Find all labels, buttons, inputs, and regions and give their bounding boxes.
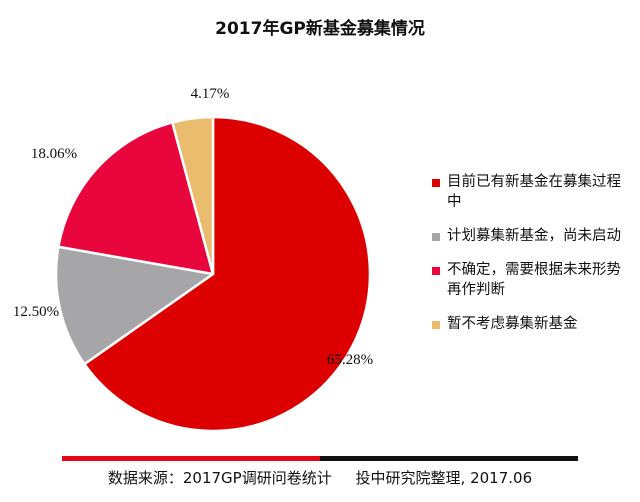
legend-label: 目前已有新基金在募集过程中 — [447, 174, 621, 210]
legend-item-planned: 计划募集新基金，尚未启动 — [432, 226, 632, 246]
legend-swatch — [432, 233, 440, 241]
pie-slice-planned — [54, 245, 215, 366]
pie-slice-uncertain — [57, 121, 215, 276]
legend-swatch — [432, 267, 440, 275]
legend-swatch — [432, 179, 440, 187]
legend: 目前已有新基金在募集过程中 计划募集新基金，尚未启动 不确定，需要根据未来形势再… — [432, 172, 632, 348]
legend-item-not-considering: 暂不考虑募集新基金 — [432, 314, 632, 334]
pie-slice-in-progress — [83, 115, 372, 433]
legend-label: 暂不考虑募集新基金 — [447, 316, 578, 332]
slice-percent-label: 12.50% — [13, 304, 59, 320]
legend-item-in-progress: 目前已有新基金在募集过程中 — [432, 172, 632, 212]
footer-bar-black — [320, 456, 578, 461]
slice-percent-label: 18.06% — [31, 146, 77, 162]
slice-percent-label: 65.28% — [327, 352, 373, 368]
legend-swatch — [432, 321, 440, 329]
footer-bar-red — [62, 456, 320, 461]
pie-slice-not-considering — [171, 115, 215, 276]
chart-title: 2017年GP新基金募集情况 — [215, 19, 425, 39]
legend-label: 不确定，需要根据未来形势再作判断 — [447, 262, 621, 298]
legend-label: 计划募集新基金，尚未启动 — [447, 228, 621, 244]
source-note: 数据来源：2017GP调研问卷统计 投中研究院整理, 2017.06 — [107, 469, 533, 487]
legend-item-uncertain: 不确定，需要根据未来形势再作判断 — [432, 260, 632, 300]
slice-percent-label: 4.17% — [191, 86, 230, 102]
